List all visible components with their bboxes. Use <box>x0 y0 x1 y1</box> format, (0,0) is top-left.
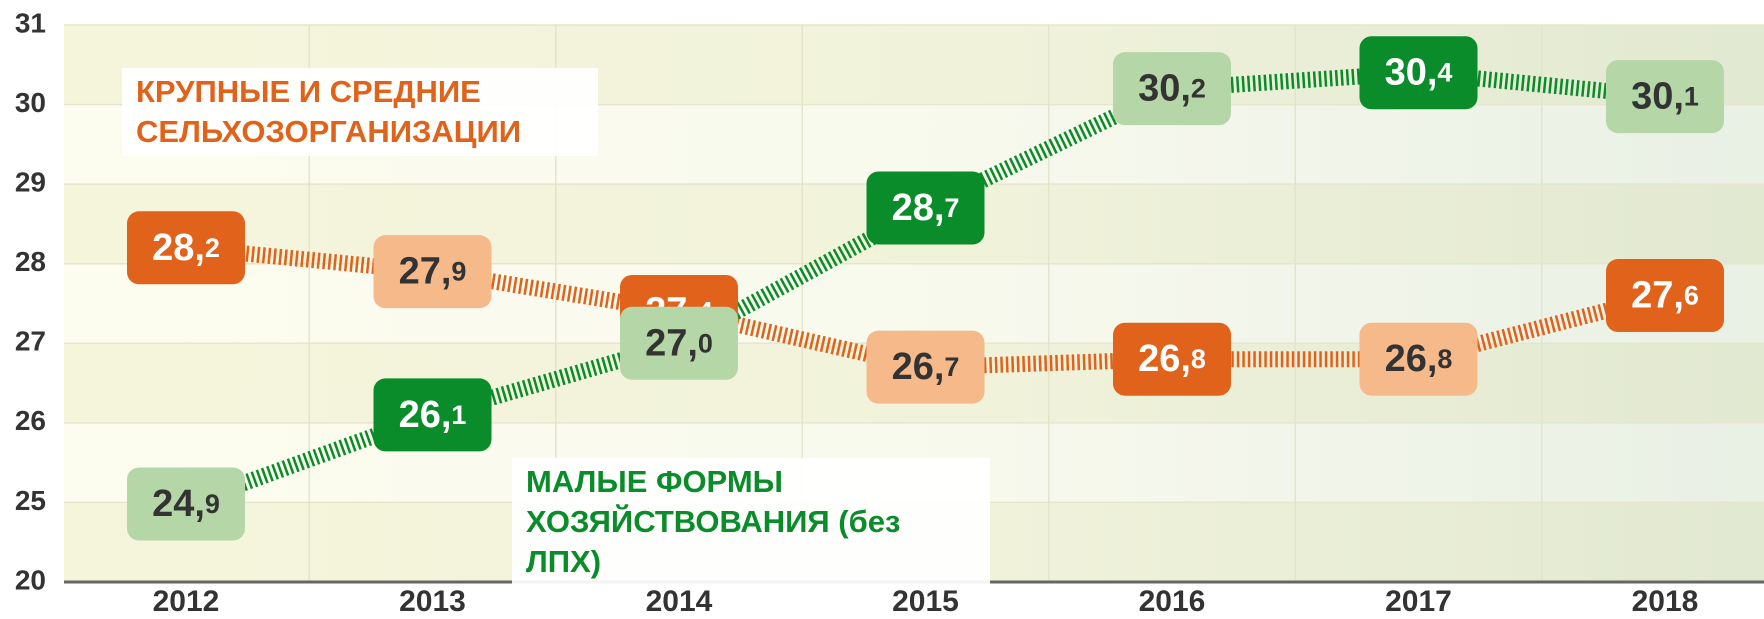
data-point-box <box>866 171 985 245</box>
data-label: 26,8 <box>1138 338 1206 380</box>
data-point-box <box>373 235 492 309</box>
data-label: 26,7 <box>892 346 960 388</box>
y-tick-label: 20 <box>15 564 46 595</box>
data-point-box <box>1359 322 1478 396</box>
data-point-box <box>127 211 245 285</box>
data-label: 30,4 <box>1385 52 1453 94</box>
data-point-box <box>373 378 492 452</box>
data-point-box <box>1606 60 1724 134</box>
data-point-box <box>620 306 738 380</box>
x-tick-label: 2013 <box>399 585 466 618</box>
data-label: 27,9 <box>399 251 467 293</box>
y-tick-label: 27 <box>15 326 46 357</box>
x-tick-label: 2012 <box>153 585 220 618</box>
data-label: 26,1 <box>399 394 467 436</box>
y-tick-label: 25 <box>15 485 46 516</box>
data-label: 30,2 <box>1138 68 1206 110</box>
data-point-box <box>1113 322 1231 396</box>
y-tick-label: 29 <box>15 167 46 198</box>
y-tick-label: 28 <box>15 246 46 277</box>
x-tick-label: 2017 <box>1385 585 1452 618</box>
y-tick-label: 26 <box>15 405 46 436</box>
x-tick-label: 2016 <box>1139 585 1206 618</box>
data-label: 30,1 <box>1631 76 1699 118</box>
data-point-box <box>1606 259 1724 333</box>
y-tick-label: 30 <box>15 87 46 118</box>
legend-entry: КРУПНЫЕ И СРЕДНИЕ СЕЛЬХОЗОРГАНИЗАЦИИ <box>122 68 598 156</box>
data-label: 27,0 <box>645 322 713 364</box>
data-label: 24,9 <box>152 483 220 525</box>
data-point-box <box>1113 52 1231 126</box>
data-label: 26,8 <box>1385 338 1453 380</box>
y-tick-label: 31 <box>15 7 46 38</box>
grid-band <box>64 263 1764 344</box>
data-point-box <box>866 330 985 404</box>
legend-entry: МАЛЫЕ ФОРМЫ ХОЗЯЙСТВОВАНИЯ (без ЛПХ) <box>512 458 990 586</box>
data-point-box <box>1359 36 1478 110</box>
data-point-box <box>127 467 245 541</box>
x-tick-label: 2015 <box>892 585 959 618</box>
data-label: 28,2 <box>152 227 220 269</box>
x-tick-label: 2018 <box>1632 585 1699 618</box>
data-label: 28,7 <box>892 187 960 229</box>
x-tick-label: 2014 <box>646 585 713 618</box>
data-label: 27,6 <box>1631 275 1699 317</box>
